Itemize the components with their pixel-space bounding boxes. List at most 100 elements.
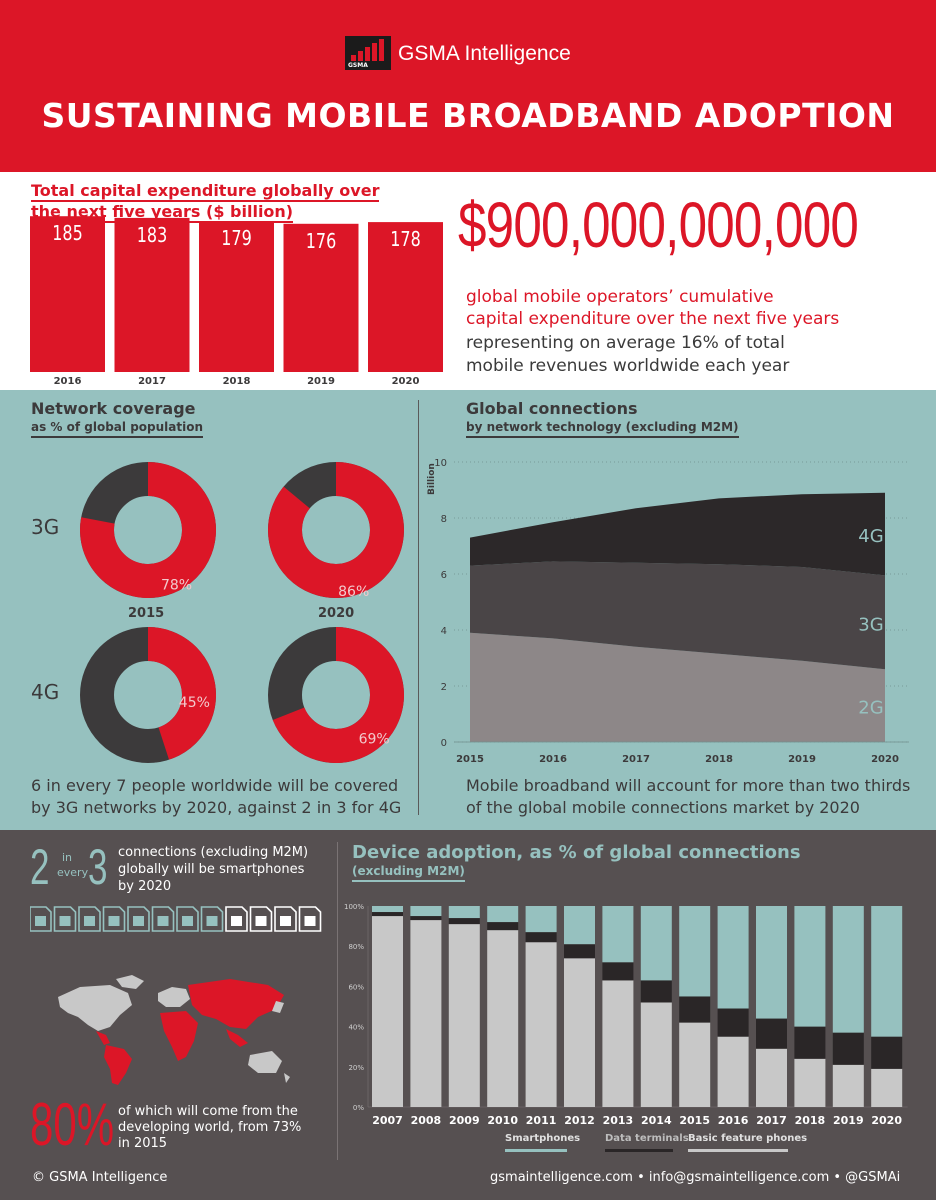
stack-segment <box>448 918 480 925</box>
y-tick-label: 40% <box>348 1024 364 1032</box>
sim-chip-icon <box>59 916 71 926</box>
stack-segment <box>794 1058 826 1107</box>
stack-segment <box>832 1032 864 1065</box>
capex-bar <box>199 221 274 372</box>
stack-segment <box>871 1068 903 1107</box>
area-series-label: 3G <box>858 614 883 635</box>
y-tick-label: 100% <box>344 903 364 911</box>
coverage-donuts: 78% 86% 45% 69% <box>80 462 404 763</box>
stack-segment <box>448 924 480 1107</box>
donut-percent-label: 69% <box>359 732 390 748</box>
connections-subtitle: by network technology (excluding M2M) <box>466 420 739 438</box>
row-label-3g: 3G <box>31 515 60 539</box>
stack-segment <box>410 916 442 921</box>
x-tick-label: 2014 <box>641 1114 672 1127</box>
row-label-4g: 4G <box>31 680 60 704</box>
gsma-logo-icon: GSMA <box>345 36 391 70</box>
sim-card-icon <box>102 906 126 932</box>
stack-segment <box>832 1064 864 1107</box>
donut-slice <box>80 462 216 598</box>
stack-segment <box>448 906 480 919</box>
capex-value-label: 185 <box>52 223 83 246</box>
capex-year-label: 2017 <box>138 376 166 387</box>
year-label-2020: 2020 <box>318 606 355 621</box>
donut-percent-label: 78% <box>161 577 192 593</box>
capex-value-label: 183 <box>137 224 168 247</box>
header-banner: GSMA GSMA Intelligence SUSTAINING MOBILE… <box>0 0 936 172</box>
capex-value-label: 176 <box>306 230 337 253</box>
y-tick-label: 8 <box>441 514 447 525</box>
x-tick-label: 2007 <box>372 1114 403 1127</box>
stack-segment <box>717 906 749 1009</box>
coverage-note: 6 in every 7 people worldwide will be co… <box>31 776 402 817</box>
stack-segment <box>679 996 711 1023</box>
x-tick-label: 2010 <box>487 1114 518 1127</box>
donut-slice <box>148 627 217 760</box>
x-tick-label: 2016 <box>539 754 567 765</box>
world-map-icon <box>58 975 290 1085</box>
smartphone-note: connections (excluding M2M) globally wil… <box>118 845 309 894</box>
stack-segment <box>602 980 634 1107</box>
capex-bar <box>283 223 359 372</box>
coverage-subtitle: as % of global population <box>31 420 204 438</box>
stat-every: every <box>57 866 89 879</box>
sim-card-icon <box>298 906 322 932</box>
stack-segment <box>410 920 442 1107</box>
donut-slice <box>272 627 404 763</box>
capex-year-label: 2016 <box>54 376 82 387</box>
sim-chip-icon <box>157 916 169 926</box>
stack-segment <box>756 1018 787 1049</box>
stack-segment <box>525 942 557 1107</box>
stack-segment <box>871 906 903 1037</box>
stack-segment <box>410 906 442 917</box>
stack-segment <box>794 906 826 1027</box>
legend-swatch-data-terminals <box>605 1149 673 1152</box>
x-tick-label: 2018 <box>795 1114 826 1127</box>
capex-year-label: 2020 <box>392 376 420 387</box>
sim-chip-icon <box>231 916 242 926</box>
stack-segment <box>602 906 634 963</box>
stat-in: in <box>62 851 73 864</box>
stack-segment <box>525 906 557 933</box>
stack-segment <box>564 958 595 1107</box>
sim-card-icon <box>127 906 150 932</box>
y-axis-title: Billion <box>427 463 437 495</box>
connections-title: Global connections <box>466 399 638 418</box>
x-tick-label: 2012 <box>564 1114 595 1127</box>
capex-value-label: 179 <box>221 228 252 251</box>
area-3g <box>470 561 885 670</box>
area-series-label: 4G <box>858 526 883 547</box>
sim-chip-icon <box>304 916 316 926</box>
donut-percent-label: 86% <box>338 584 369 600</box>
stack-segment <box>487 930 519 1107</box>
stack-segment <box>832 906 864 1033</box>
y-tick-label: 6 <box>441 570 447 581</box>
stack-segment <box>525 932 557 943</box>
stack-segment <box>717 1036 749 1107</box>
y-tick-label: 0% <box>353 1104 364 1112</box>
capex-year-label: 2018 <box>223 376 251 387</box>
stack-segment <box>717 1008 749 1037</box>
footer-links[interactable]: gsmaintelligence.com • info@gsmaintellig… <box>490 1170 901 1185</box>
x-tick-label: 2018 <box>705 754 733 765</box>
legend-swatch-smartphones <box>505 1149 567 1152</box>
stack-segment <box>679 906 711 997</box>
y-tick-label: 10 <box>434 458 447 469</box>
x-tick-label: 2020 <box>871 1114 902 1127</box>
stack-segment <box>640 906 672 981</box>
sim-card-icon <box>225 906 248 932</box>
legend-basic-phones: Basic feature phones <box>688 1133 808 1144</box>
section-divider <box>418 400 419 815</box>
x-tick-label: 2011 <box>526 1114 557 1127</box>
stat-80-percent: 80% <box>30 1091 115 1158</box>
sim-card-icon <box>78 906 101 932</box>
x-tick-label: 2019 <box>788 754 816 765</box>
x-tick-label: 2008 <box>411 1114 442 1127</box>
sim-chip-icon <box>255 916 267 926</box>
donut-slice <box>267 462 404 598</box>
stack-segment <box>487 906 519 923</box>
device-chart-subtitle: (excluding M2M) <box>352 864 465 882</box>
developing-world-note: of which will come from the developing w… <box>118 1104 302 1151</box>
device-stacked-chart: 0% 20% 40% 60% 80% 100% 2007 2008 2009 2010 2011 20… <box>344 903 908 1127</box>
sim-card-icon <box>274 906 297 932</box>
